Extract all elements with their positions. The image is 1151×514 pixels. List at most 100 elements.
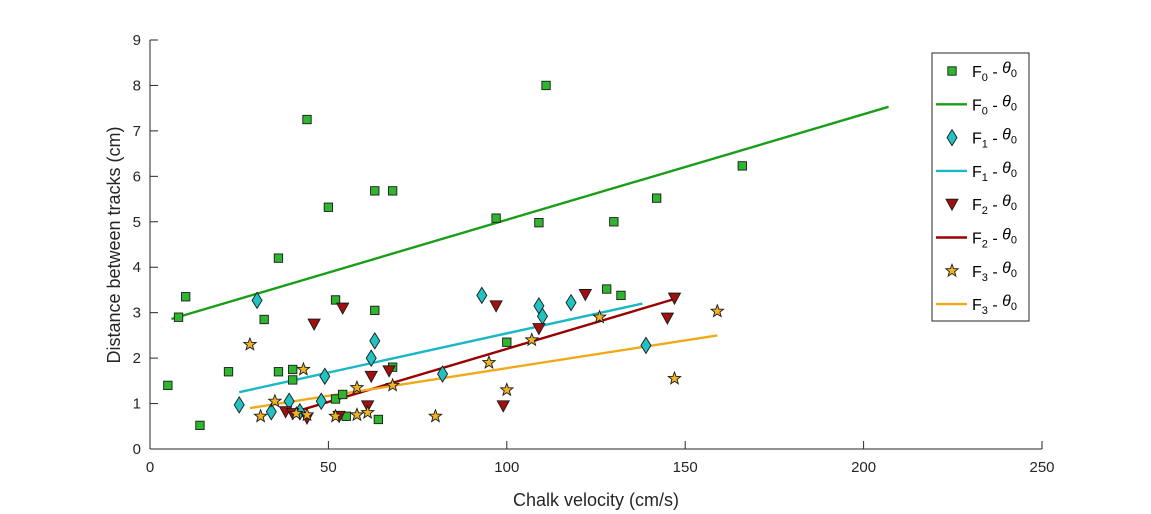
data-point-F0 [330, 295, 341, 305]
data-point-F3 [592, 309, 607, 324]
data-point-F0 [195, 420, 205, 431]
data-point-F0 [609, 217, 619, 227]
data-point-F0 [387, 186, 398, 196]
data-point-F0 [273, 253, 284, 263]
data-point-F3 [385, 377, 401, 392]
y-tick-label: 8 [133, 77, 141, 94]
data-point-F3 [428, 408, 443, 423]
data-point-F0 [534, 218, 544, 228]
series-F3-points [242, 303, 725, 423]
data-point-F0 [223, 367, 234, 377]
data-point-F0 [491, 213, 501, 223]
data-point-F3 [499, 382, 515, 397]
data-point-F2 [578, 289, 593, 302]
legend-marker-F1 [946, 128, 958, 147]
data-point-F0 [173, 312, 184, 322]
legend-marker-F3 [944, 263, 960, 278]
data-point-F1 [265, 402, 277, 421]
data-point-F1 [233, 396, 245, 414]
x-axis-label: Chalk velocity (cm/s) [513, 490, 679, 510]
data-point-F1 [437, 365, 449, 383]
legend: F0 - θ0 F0 - θ0 F1 - θ0 F1 - θ0 F2 - θ0 F2 - … [931, 52, 1030, 322]
data-point-F2 [667, 292, 682, 306]
data-point-F0 [323, 202, 334, 212]
data-point-F0 [259, 314, 269, 325]
y-tick-label: 3 [133, 305, 141, 322]
data-point-F0 [616, 290, 626, 301]
data-point-F3 [253, 408, 269, 423]
data-point-F1 [565, 293, 577, 312]
series-F1-points [233, 286, 652, 421]
data-point-F1 [319, 367, 331, 386]
data-point-F0 [652, 193, 662, 203]
data-point-F3 [288, 405, 304, 420]
data-point-F1 [365, 349, 377, 367]
data-point-F0 [373, 414, 384, 425]
legend-label-F2: F2 - θ0 [972, 193, 1017, 217]
legend-label-F3: F3 - θ0 [972, 260, 1017, 284]
data-point-F3 [349, 407, 365, 422]
data-point-F0 [370, 186, 380, 196]
y-tick-label: 4 [133, 259, 141, 276]
data-point-F3 [296, 361, 311, 376]
y-tick-label: 5 [133, 214, 141, 231]
fit-line-F3 [249, 334, 718, 410]
data-point-F2 [660, 312, 675, 326]
data-point-F2 [364, 370, 378, 384]
y-tick-label: 9 [133, 32, 141, 49]
series-F0-points [163, 80, 747, 431]
legend-label-F1: F1 - θ0 [972, 127, 1017, 151]
fit-lines [171, 105, 889, 415]
data-point-F0 [602, 284, 612, 294]
data-point-F3 [328, 408, 343, 423]
y-axis-label: Distance between tracks (cm) [104, 126, 124, 363]
data-point-F3 [242, 336, 258, 351]
data-point-F1 [251, 291, 263, 310]
fit-line-F1 [238, 302, 643, 394]
data-point-F0 [181, 292, 191, 302]
data-markers [163, 80, 747, 431]
data-point-F3 [299, 407, 315, 422]
data-point-F0 [502, 337, 512, 347]
data-point-F0 [370, 305, 380, 316]
legend-label-F1: F1 - θ0 [972, 160, 1017, 184]
y-tick-label: 6 [133, 168, 141, 185]
y-tick-label: 2 [133, 350, 141, 367]
x-tick-label: 50 [320, 459, 337, 476]
data-point-F3 [709, 303, 725, 318]
tick-labels: 0 50 100 150 200 250 0 1 2 3 4 5 6 7 8 9 [133, 32, 1055, 476]
data-point-F0 [737, 161, 747, 171]
legend-marker-F2 [945, 198, 959, 212]
data-point-F0 [163, 380, 173, 391]
x-tick-label: 0 [146, 459, 154, 476]
data-point-F1 [640, 336, 652, 355]
y-tick-label: 0 [133, 441, 141, 458]
data-point-F0 [273, 367, 284, 377]
axes [149, 39, 1043, 450]
x-tick-label: 200 [851, 459, 876, 476]
x-tick-label: 150 [673, 459, 698, 476]
x-tick-label: 250 [1029, 459, 1054, 476]
data-point-F0 [541, 80, 551, 91]
data-point-F1 [369, 331, 381, 350]
data-point-F3 [360, 404, 376, 419]
data-point-F3 [349, 379, 365, 394]
data-point-F3 [667, 370, 682, 385]
data-point-F3 [524, 332, 540, 347]
fit-line-F0 [171, 105, 889, 321]
legend-marker-F0 [947, 66, 957, 76]
data-point-F1 [476, 286, 488, 305]
legend-label-F0: F0 - θ0 [972, 60, 1017, 84]
y-tick-label: 7 [133, 123, 141, 140]
data-point-F0 [338, 389, 348, 400]
data-point-F0 [302, 114, 312, 125]
data-point-F2 [382, 365, 396, 378]
y-tick-label: 1 [133, 396, 141, 413]
data-point-F1 [315, 392, 327, 411]
data-point-F0 [288, 375, 298, 385]
legend-label-F2: F2 - θ0 [972, 227, 1017, 251]
fit-line-F2 [288, 297, 675, 415]
x-tick-label: 100 [494, 459, 519, 476]
data-point-F0 [288, 364, 298, 375]
